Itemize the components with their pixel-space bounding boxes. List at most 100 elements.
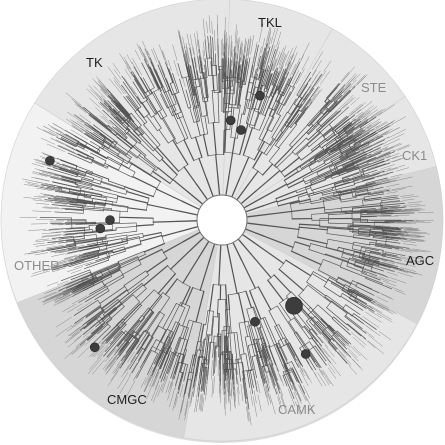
- tree-joint: [310, 273, 313, 277]
- leaf-label-other: [31, 163, 45, 168]
- leaf-label-agc: [405, 228, 417, 230]
- tree-branch: [108, 95, 120, 107]
- tree-branch: [126, 317, 146, 342]
- tree-branch: [277, 340, 288, 361]
- tree-branch: [183, 339, 188, 355]
- leaf-label-camk: [205, 386, 207, 401]
- leaf-label-tk: [226, 38, 228, 58]
- tree-branch: [353, 131, 376, 145]
- tree-branch: [296, 71, 311, 96]
- tree-branch: [76, 175, 94, 181]
- tree-branch: [295, 311, 311, 331]
- leaf-label-agc: [376, 304, 394, 315]
- leaf-label-other: [55, 139, 74, 149]
- tree-branch: [40, 184, 62, 190]
- tree-joint: [343, 304, 346, 309]
- leaf-label-ck1: [387, 129, 406, 139]
- tree-branch: [212, 335, 215, 358]
- tree-branch: [153, 115, 162, 129]
- leaf-label-agc: [390, 277, 407, 284]
- leaf-label-camk: [317, 372, 327, 386]
- tree-branch: [132, 176, 158, 189]
- leaf-label-other: [58, 205, 75, 208]
- tree-joint: [141, 283, 145, 286]
- leaf-label-agc: [389, 261, 408, 266]
- tree-branch: [321, 184, 355, 194]
- tree-branch: [351, 204, 383, 209]
- leaf-label-ck1: [357, 158, 376, 167]
- tree-joint: [257, 149, 263, 153]
- tree-branch: [260, 51, 268, 77]
- tree-joint: [326, 324, 330, 329]
- tree-branch: [231, 358, 234, 380]
- tree-branch: [362, 255, 380, 261]
- leaf-label-tkl: [263, 54, 269, 69]
- leaf-label-other: [36, 187, 53, 192]
- tree-branch: [106, 276, 125, 288]
- tree-branch: [166, 66, 174, 83]
- leaf-label-tk: [190, 34, 194, 55]
- tree-branch: [332, 337, 347, 354]
- leaf-label-tk: [98, 98, 108, 107]
- tree-branch: [353, 313, 377, 330]
- tree-branch: [91, 127, 107, 139]
- tree-branch: [53, 197, 85, 203]
- tree-branch: [332, 154, 349, 164]
- tree-branch: [238, 82, 243, 106]
- tree-joint: [331, 130, 336, 135]
- leaf-label-ste: [307, 74, 318, 90]
- leaf-label-agc: [383, 179, 397, 184]
- tree-branch: [97, 323, 109, 335]
- tree-branch: [117, 113, 135, 132]
- tree-joint: [317, 122, 323, 128]
- leaf-label-agc: [402, 209, 419, 211]
- leaf-label-tk: [191, 75, 194, 86]
- tree-branch: [138, 336, 153, 361]
- tree-branch: [353, 177, 375, 184]
- leaf-label-ck1: [369, 111, 383, 121]
- tree-branch: [202, 356, 206, 372]
- tree-branch: [342, 293, 359, 304]
- tree-joint: [363, 260, 367, 268]
- tree-branch: [199, 261, 210, 291]
- leaf-label-tkl: [271, 59, 277, 72]
- leaf-label-ck1: [375, 131, 390, 139]
- leaf-label-cmgc: [96, 346, 109, 360]
- leaf-label-other: [22, 178, 43, 184]
- tree-branch: [255, 351, 265, 384]
- tree-branch: [173, 337, 180, 354]
- tree-joint: [340, 260, 343, 267]
- tree-joint: [126, 237, 128, 241]
- leaf-label-ck1: [374, 123, 390, 133]
- tree-branch: [344, 210, 368, 213]
- tree-branch: [148, 100, 158, 115]
- leaf-label-tkl: [323, 60, 332, 72]
- leaf-label-other: [70, 129, 88, 141]
- tree-branch: [85, 202, 106, 207]
- tree-branch: [359, 133, 378, 144]
- tree-branch: [349, 257, 373, 266]
- tree-branch: [160, 341, 173, 370]
- tree-branch: [325, 138, 341, 150]
- leaf-label-tkl: [237, 37, 240, 51]
- leaf-label-ck1: [383, 143, 403, 152]
- leaf-label-agc: [364, 268, 385, 276]
- leaf-label-camk: [327, 367, 337, 379]
- tree-branch: [104, 292, 130, 313]
- leaf-label-camk: [264, 386, 269, 399]
- tree-branch: [161, 69, 173, 96]
- leaf-label-tkl: [237, 40, 240, 59]
- tree-branch: [61, 176, 80, 183]
- tree-branch: [97, 246, 125, 255]
- tree-joint: [294, 331, 297, 334]
- leaf-label-ck1: [372, 154, 384, 160]
- leaf-label-camk: [190, 389, 194, 404]
- leaf-label-tkl: [278, 45, 287, 66]
- leaf-label-agc: [400, 235, 421, 239]
- tree-branch: [250, 324, 256, 340]
- tree-branch: [234, 104, 241, 139]
- tree-branch: [321, 111, 339, 128]
- tree-joint: [153, 188, 157, 197]
- tree-branch: [61, 178, 92, 187]
- leaf-label-ck1: [367, 121, 382, 131]
